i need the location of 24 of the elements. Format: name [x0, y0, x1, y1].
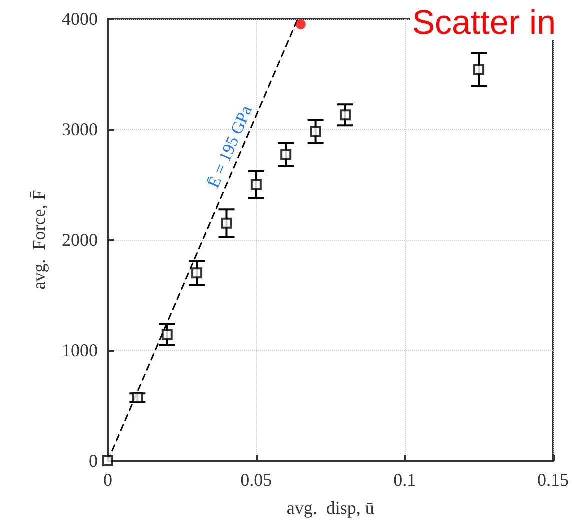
point: [310, 126, 322, 138]
x-tick-label: 0: [104, 470, 112, 490]
point: [132, 392, 144, 404]
point: [250, 179, 262, 190]
point: [280, 149, 292, 160]
x-axis-title: avg. disp, ū: [286, 498, 374, 518]
y-tick-label: 3000: [62, 120, 98, 140]
point: [162, 330, 173, 341]
x-tick-label: 0.15: [538, 470, 569, 490]
point: [474, 64, 485, 76]
point: [192, 268, 203, 279]
y-tick-label: 1000: [62, 340, 98, 360]
y-axis-title: avg. Force, F̄: [29, 190, 49, 290]
annotation: Ē = 195 GPa: [204, 102, 256, 191]
y-tick-label: 0: [89, 451, 98, 471]
point: [221, 218, 232, 229]
y-tick-label: 4000: [62, 9, 98, 29]
annotation: Scatter in: [412, 4, 556, 42]
point: [102, 456, 114, 466]
x-tick-label: 0.1: [394, 470, 416, 490]
point: [340, 110, 351, 121]
x-tick-label: 0.05: [240, 470, 272, 490]
y-tick-label: 2000: [62, 230, 98, 250]
point: [296, 20, 306, 30]
